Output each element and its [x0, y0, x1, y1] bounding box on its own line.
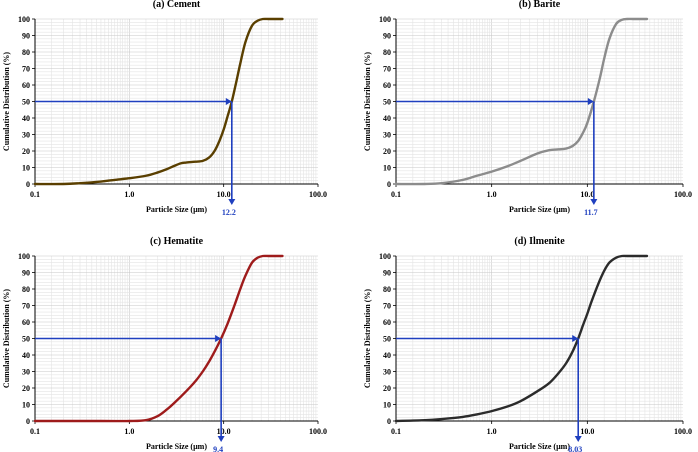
- y-tick-label: 20: [383, 147, 391, 156]
- x-tick-label: 0.1: [30, 427, 40, 436]
- y-tick-label: 80: [383, 48, 391, 57]
- d50-value-label: 9.4: [213, 445, 223, 452]
- x-axis-label: Particle Size (µm): [146, 442, 207, 451]
- x-tick-label: 1.0: [487, 190, 497, 199]
- arrow-head-down-icon: [590, 199, 598, 205]
- y-tick-label: 30: [383, 368, 391, 377]
- y-tick-label: 20: [22, 147, 30, 156]
- y-tick-label: 70: [383, 65, 391, 74]
- x-tick-label: 0.1: [30, 190, 40, 199]
- y-tick-label: 80: [383, 285, 391, 294]
- x-tick-label: 10.0: [217, 190, 231, 199]
- y-tick-label: 20: [383, 384, 391, 393]
- x-axis-label: Particle Size (µm): [509, 205, 570, 214]
- x-tick-label: 0.1: [391, 427, 401, 436]
- y-tick-label: 70: [22, 302, 30, 311]
- y-tick-label: 80: [22, 285, 30, 294]
- y-tick-label: 0: [387, 180, 391, 189]
- y-tick-label: 40: [22, 114, 30, 123]
- x-tick-label: 100.0: [674, 190, 692, 199]
- y-tick-label: 100: [18, 15, 30, 24]
- series-line-cement: [33, 17, 284, 186]
- y-tick-label: 10: [383, 401, 391, 410]
- y-tick-label: 100: [379, 15, 391, 24]
- d50-value-label: 12.2: [222, 208, 236, 217]
- series-line-ilmenite: [394, 254, 649, 423]
- chart-panel-2: 0 10 20 30 40 50 60 70 80 90 100 0.1 1.0 10.0 100.0 (b)…: [363, 0, 692, 217]
- y-tick-label: 0: [387, 417, 391, 426]
- y-tick-label: 60: [22, 318, 30, 327]
- y-tick-label: 20: [22, 384, 30, 393]
- arrow-head-right-icon: [215, 335, 222, 342]
- d50-value-label: 8.03: [568, 445, 582, 452]
- y-tick-label: 50: [383, 98, 391, 107]
- d50-marker: 12.2: [35, 98, 236, 217]
- y-tick-label: 60: [383, 318, 391, 327]
- y-axis-label: Cumulative Distribution (%): [363, 52, 372, 151]
- y-tick-label: 60: [22, 81, 30, 90]
- y-tick-label: 30: [22, 368, 30, 377]
- chart-title: (b) Barite: [519, 0, 561, 10]
- arrow-head-right-icon: [225, 98, 232, 105]
- y-tick-label: 90: [22, 269, 30, 278]
- chart-panel-1: 0 10 20 30 40 50 60 70 80 90 100 0.1 1.0 10.0 100.0 (a)…: [2, 0, 327, 217]
- y-tick-label: 90: [22, 32, 30, 41]
- x-tick-label: 0.1: [391, 190, 401, 199]
- y-tick-label: 50: [22, 98, 30, 107]
- d50-marker: 11.7: [396, 98, 598, 217]
- y-tick-label: 10: [22, 164, 30, 173]
- chart-title: (d) Ilmenite: [514, 236, 565, 247]
- y-tick-label: 60: [383, 81, 391, 90]
- y-tick-label: 0: [26, 180, 30, 189]
- y-tick-label: 90: [383, 32, 391, 41]
- y-tick-label: 100: [18, 252, 30, 261]
- chart-title: (a) Cement: [153, 0, 201, 10]
- x-tick-label: 100.0: [309, 190, 327, 199]
- y-tick-label: 50: [22, 335, 30, 344]
- d50-marker: 9.4: [35, 335, 225, 452]
- x-tick-label: 1.0: [487, 427, 497, 436]
- x-axis-label: Particle Size (µm): [146, 205, 207, 214]
- chart-panel-3: 0 10 20 30 40 50 60 70 80 90 100 0.1 1.0 10.0 100.0 (c)…: [2, 236, 327, 452]
- y-tick-label: 70: [22, 65, 30, 74]
- arrow-head-down-icon: [217, 436, 225, 442]
- y-tick-label: 90: [383, 269, 391, 278]
- d50-marker: 8.03: [396, 335, 582, 452]
- x-tick-label: 100.0: [674, 427, 692, 436]
- y-tick-label: 40: [383, 114, 391, 123]
- series-line-hematite: [33, 254, 284, 423]
- y-tick-label: 50: [383, 335, 391, 344]
- y-tick-label: 10: [22, 401, 30, 410]
- x-tick-label: 100.0: [309, 427, 327, 436]
- y-tick-label: 30: [22, 131, 30, 140]
- x-tick-label: 10.0: [217, 427, 231, 436]
- y-axis-label: Cumulative Distribution (%): [2, 289, 11, 388]
- y-tick-label: 40: [22, 351, 30, 360]
- arrow-head-right-icon: [587, 98, 594, 105]
- arrow-head-down-icon: [574, 436, 582, 442]
- x-axis-label: Particle Size (µm): [509, 442, 570, 451]
- chart-title: (c) Hematite: [150, 236, 204, 247]
- y-axis-label: Cumulative Distribution (%): [363, 289, 372, 388]
- chart-panel-4: 0 10 20 30 40 50 60 70 80 90 100 0.1 1.0 10.0 100.0 (d)…: [363, 236, 692, 452]
- x-tick-label: 1.0: [124, 427, 134, 436]
- x-tick-label: 10.0: [580, 427, 594, 436]
- y-axis-label: Cumulative Distribution (%): [2, 52, 11, 151]
- x-tick-label: 1.0: [124, 190, 134, 199]
- arrow-head-down-icon: [228, 199, 236, 205]
- y-tick-label: 30: [383, 131, 391, 140]
- series-line-barite: [394, 17, 649, 186]
- y-tick-label: 80: [22, 48, 30, 57]
- x-tick-label: 10.0: [580, 190, 594, 199]
- y-tick-label: 10: [383, 164, 391, 173]
- y-tick-label: 100: [379, 252, 391, 261]
- arrow-head-right-icon: [572, 335, 579, 342]
- y-tick-label: 0: [26, 417, 30, 426]
- d50-value-label: 11.7: [584, 208, 598, 217]
- y-tick-label: 70: [383, 302, 391, 311]
- y-tick-label: 40: [383, 351, 391, 360]
